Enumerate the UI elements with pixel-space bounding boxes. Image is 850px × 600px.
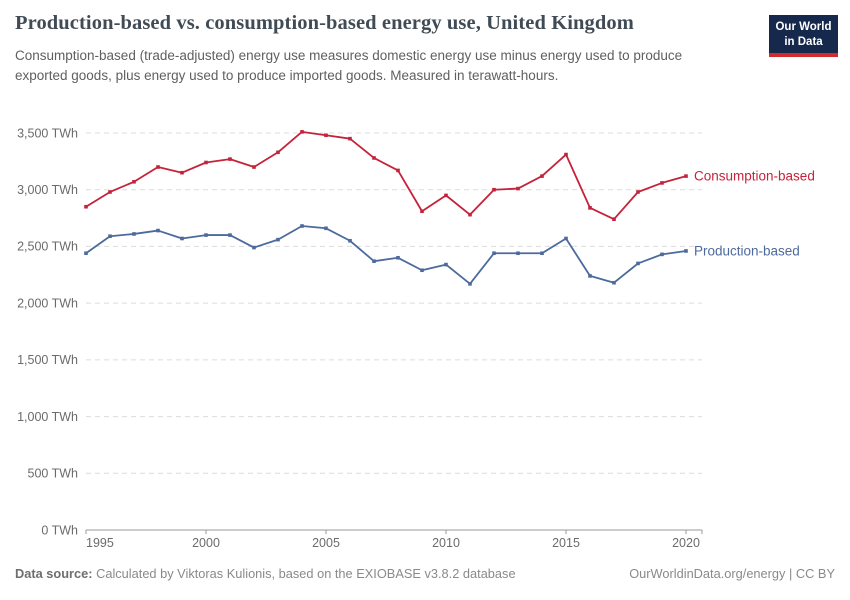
y-axis-tick-label: 500 TWh (28, 467, 79, 481)
production-based-point[interactable] (660, 252, 664, 257)
production-based-point[interactable] (132, 232, 136, 236)
owid-logo-box: Our World in Data (769, 15, 838, 54)
chart-title: Production-based vs. consumption-based e… (15, 12, 634, 34)
production-based-point[interactable] (612, 280, 616, 285)
y-axis-tick-label: 3,000 TWh (17, 183, 78, 197)
x-axis-tick-label: 1995 (86, 536, 114, 550)
consumption-based-point[interactable] (252, 165, 256, 169)
consumption-based-point[interactable] (660, 181, 664, 185)
owid-logo-red-stripe (769, 53, 838, 58)
consumption-based-point[interactable] (132, 179, 136, 184)
production-based-point[interactable] (492, 251, 496, 256)
production-based-point[interactable] (180, 236, 184, 241)
production-based-point[interactable] (516, 251, 520, 256)
consumption-based-point[interactable] (348, 136, 352, 141)
production-based-point[interactable] (300, 224, 304, 228)
consumption-based-point[interactable] (492, 187, 496, 192)
production-based-point[interactable] (108, 234, 112, 239)
consumption-based-point[interactable] (564, 152, 568, 157)
y-axis-tick-label: 2,000 TWh (17, 296, 78, 310)
consumption-based-point[interactable] (84, 204, 88, 209)
production-based-point[interactable] (564, 236, 568, 241)
consumption-based-point[interactable] (636, 190, 640, 194)
production-based-point[interactable] (396, 255, 400, 260)
production-based-point[interactable] (156, 228, 160, 233)
production-based-line[interactable] (85, 225, 687, 285)
y-axis-tick-label: 0 TWh (41, 523, 78, 537)
owid-logo-line2: in Data (784, 35, 823, 48)
owid-logo-line1: Our World (775, 21, 832, 33)
consumption-based-point[interactable] (684, 174, 688, 178)
consumption-based-point[interactable] (300, 130, 304, 134)
production-based-point[interactable] (204, 233, 208, 237)
x-axis-tick-label: 2000 (192, 536, 220, 550)
data-source-text: Calculated by Viktoras Kulionis, based o… (92, 566, 516, 581)
production-based-point[interactable] (276, 237, 280, 242)
production-based-point[interactable] (684, 249, 688, 253)
owid-link[interactable]: OurWorldinData.org/energy | CC BY (629, 566, 835, 581)
data-source-note: Data source: Calculated by Viktoras Kuli… (15, 566, 516, 581)
production-based-series-label[interactable]: Production-based (694, 243, 800, 258)
consumption-based-point[interactable] (612, 217, 616, 222)
production-based-point[interactable] (372, 259, 376, 263)
y-axis-tick-label: 1,000 TWh (17, 410, 78, 424)
x-axis-tick-label: 2005 (312, 536, 340, 550)
production-based-point[interactable] (540, 251, 544, 256)
chart-header: Production-based vs. consumption-based e… (15, 10, 835, 85)
x-axis-tick-label: 2010 (432, 536, 460, 550)
x-axis-tick-label: 2015 (552, 536, 580, 550)
consumption-based-point[interactable] (468, 212, 472, 217)
consumption-based-point[interactable] (108, 190, 112, 194)
production-based-point[interactable] (420, 268, 424, 273)
consumption-based-point[interactable] (372, 156, 376, 160)
y-axis-tick-label: 1,500 TWh (17, 353, 78, 367)
production-based-point[interactable] (324, 226, 328, 231)
consumption-based-point[interactable] (228, 157, 232, 161)
y-axis-tick-label: 3,500 TWh (17, 126, 78, 140)
production-based-point[interactable] (252, 245, 256, 250)
consumption-based-point[interactable] (588, 206, 592, 210)
y-axis-tick-label: 2,500 TWh (17, 240, 78, 254)
data-source-label: Data source: (15, 566, 93, 581)
production-based-point[interactable] (84, 251, 88, 256)
consumption-based-point[interactable] (324, 133, 328, 138)
consumption-based-line[interactable] (85, 130, 687, 221)
production-based-point[interactable] (588, 274, 592, 278)
consumption-based-point[interactable] (516, 186, 520, 191)
x-axis-tick-label: 2020 (672, 536, 700, 550)
consumption-based-point[interactable] (420, 209, 424, 214)
consumption-based-point[interactable] (396, 168, 400, 173)
production-based-point[interactable] (444, 262, 448, 267)
production-based-point[interactable] (348, 238, 352, 243)
owid-logo[interactable]: Our World in Data (769, 15, 838, 58)
production-based-point[interactable] (468, 282, 472, 286)
consumption-based-point[interactable] (204, 160, 208, 165)
consumption-based-point[interactable] (540, 174, 544, 178)
consumption-based-point[interactable] (156, 165, 160, 169)
consumption-based-point[interactable] (276, 150, 280, 155)
chart-footer: Data source: Calculated by Viktoras Kuli… (15, 566, 835, 581)
production-based-point[interactable] (228, 233, 232, 237)
consumption-based-point[interactable] (180, 170, 184, 175)
consumption-based-point[interactable] (444, 193, 448, 198)
chart-subtitle: Consumption-based (trade-adjusted) energ… (15, 48, 683, 83)
consumption-based-series-label[interactable]: Consumption-based (694, 169, 815, 184)
production-based-point[interactable] (636, 261, 640, 266)
